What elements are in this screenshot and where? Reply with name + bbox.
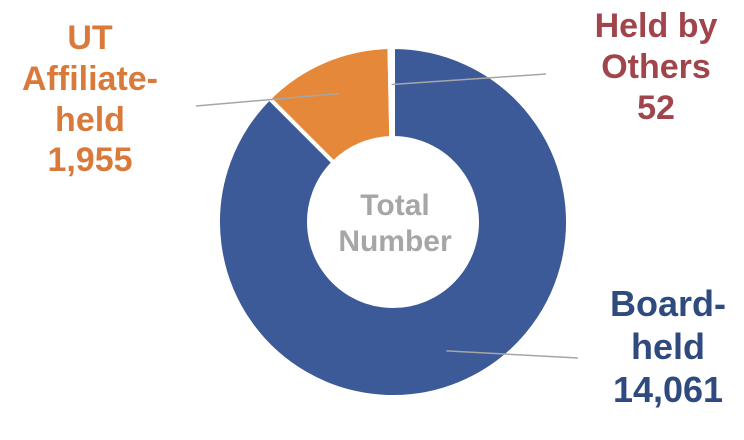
label-line: Others bbox=[601, 47, 711, 86]
leader-line-held-by-others bbox=[391, 73, 547, 86]
label-line: Held by bbox=[594, 7, 718, 45]
leader-line-board-held bbox=[446, 350, 579, 359]
center-label: Total Number bbox=[300, 188, 490, 260]
donut-slices bbox=[216, 45, 570, 399]
leader-line-ut-affiliate-held bbox=[195, 92, 339, 107]
center-label-line: Total bbox=[360, 189, 430, 222]
label-board-held: Board- held 14,061 bbox=[592, 282, 744, 412]
label-ut-affiliate-held: UT Affiliate- held 1,955 bbox=[0, 18, 180, 181]
label-line: held bbox=[630, 326, 705, 368]
label-line: Affiliate- bbox=[22, 59, 158, 98]
slice-held-by-others bbox=[387, 45, 395, 141]
label-line: Board- bbox=[610, 283, 726, 324]
label-line: held bbox=[55, 100, 125, 139]
center-label-line: Number bbox=[338, 225, 452, 258]
leader-lines bbox=[195, 73, 579, 359]
label-value: 1,955 bbox=[47, 141, 133, 180]
label-line: UT bbox=[67, 19, 113, 57]
label-held-by-others: Held by Others 52 bbox=[568, 6, 744, 128]
label-value: 14,061 bbox=[612, 369, 724, 411]
label-value: 52 bbox=[637, 88, 675, 127]
